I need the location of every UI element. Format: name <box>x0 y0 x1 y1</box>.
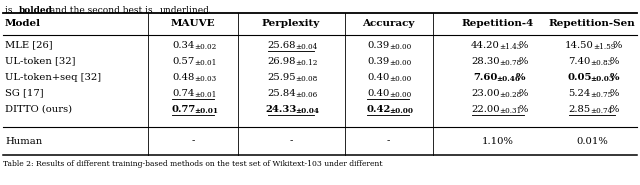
Text: 23.00: 23.00 <box>471 88 500 97</box>
Text: Table 2: Results of different training-based methods on the test set of Wikitext: Table 2: Results of different training-b… <box>3 160 383 168</box>
Text: ±0.00: ±0.00 <box>389 91 412 99</box>
Text: 22.00: 22.00 <box>471 105 500 114</box>
Text: 7.40: 7.40 <box>568 56 591 65</box>
Text: 44.20: 44.20 <box>471 41 500 50</box>
Text: 0.74: 0.74 <box>172 88 195 97</box>
Text: ±0.31: ±0.31 <box>499 107 522 115</box>
Text: ±0.03: ±0.03 <box>590 75 614 83</box>
Text: -: - <box>289 137 292 145</box>
Text: ±0.04: ±0.04 <box>295 107 319 115</box>
Text: %: % <box>518 56 528 65</box>
Text: 0.40: 0.40 <box>367 73 389 82</box>
Text: ±0.01: ±0.01 <box>194 107 218 115</box>
Text: UL-token+seq [32]: UL-token+seq [32] <box>5 73 101 82</box>
Text: DITTO (ours): DITTO (ours) <box>5 105 72 114</box>
Text: MAUVE: MAUVE <box>171 19 215 28</box>
Text: ±0.08: ±0.08 <box>295 75 317 83</box>
Text: and the second best is: and the second best is <box>47 6 156 15</box>
Text: 24.33: 24.33 <box>266 105 297 114</box>
Text: ±1.43: ±1.43 <box>499 43 522 51</box>
Text: %: % <box>518 41 528 50</box>
Text: 0.39: 0.39 <box>367 41 389 50</box>
Text: ±0.01: ±0.01 <box>194 59 216 67</box>
Text: Human: Human <box>5 137 42 145</box>
Text: ±0.28: ±0.28 <box>499 91 522 99</box>
Text: 25.84: 25.84 <box>267 88 296 97</box>
Text: 1.10%: 1.10% <box>482 137 514 145</box>
Text: Perplexity: Perplexity <box>262 19 320 28</box>
Text: SG [17]: SG [17] <box>5 88 44 97</box>
Text: ±0.78: ±0.78 <box>499 59 522 67</box>
Text: -: - <box>387 137 390 145</box>
Text: ±0.03: ±0.03 <box>194 75 216 83</box>
Text: .: . <box>207 6 210 15</box>
Text: 5.24: 5.24 <box>568 88 591 97</box>
Text: %: % <box>610 105 620 114</box>
Text: ±0.01: ±0.01 <box>194 91 216 99</box>
Text: 0.77: 0.77 <box>171 105 195 114</box>
Text: ±0.06: ±0.06 <box>295 91 317 99</box>
Text: is: is <box>5 6 15 15</box>
Text: %: % <box>610 88 620 97</box>
Text: 2.85: 2.85 <box>568 105 591 114</box>
Text: ±0.00: ±0.00 <box>389 43 412 51</box>
Text: 0.34: 0.34 <box>172 41 195 50</box>
Text: ±0.75: ±0.75 <box>590 91 612 99</box>
Text: MLE [26]: MLE [26] <box>5 41 52 50</box>
Text: 7.60: 7.60 <box>474 73 498 82</box>
Text: 0.39: 0.39 <box>367 56 389 65</box>
Text: 0.40: 0.40 <box>367 88 389 97</box>
Text: 28.30: 28.30 <box>471 56 500 65</box>
Text: ±1.59: ±1.59 <box>593 43 616 51</box>
Text: %: % <box>518 88 528 97</box>
Text: Model: Model <box>5 19 41 28</box>
Text: %: % <box>518 105 528 114</box>
Text: ±0.12: ±0.12 <box>295 59 317 67</box>
Text: %: % <box>516 73 525 82</box>
Text: ±0.00: ±0.00 <box>389 107 413 115</box>
Text: underlined: underlined <box>160 6 210 15</box>
Text: %: % <box>612 41 622 50</box>
Text: -: - <box>191 137 195 145</box>
Text: 26.98: 26.98 <box>267 56 296 65</box>
Text: 0.01%: 0.01% <box>576 137 608 145</box>
Text: Repetition-4: Repetition-4 <box>462 19 534 28</box>
Text: 14.50: 14.50 <box>565 41 594 50</box>
Text: 0.57: 0.57 <box>172 56 195 65</box>
Text: ±0.46: ±0.46 <box>497 75 520 83</box>
Text: UL-token [32]: UL-token [32] <box>5 56 76 65</box>
Text: Accuracy: Accuracy <box>362 19 414 28</box>
Text: ±0.04: ±0.04 <box>295 43 317 51</box>
Text: 0.48: 0.48 <box>172 73 195 82</box>
Text: %: % <box>610 73 620 82</box>
Text: 0.42: 0.42 <box>366 105 390 114</box>
Text: ±0.00: ±0.00 <box>389 59 412 67</box>
Text: bolded: bolded <box>19 6 53 15</box>
Text: ±0.00: ±0.00 <box>389 75 412 83</box>
Text: Repetition-Sen: Repetition-Sen <box>548 19 636 28</box>
Text: 25.95: 25.95 <box>267 73 296 82</box>
Text: ±0.83: ±0.83 <box>590 59 612 67</box>
Text: %: % <box>610 56 620 65</box>
Text: 25.68: 25.68 <box>267 41 296 50</box>
Text: ±0.02: ±0.02 <box>194 43 216 51</box>
Text: 0.05: 0.05 <box>567 73 592 82</box>
Text: ±0.74: ±0.74 <box>590 107 612 115</box>
